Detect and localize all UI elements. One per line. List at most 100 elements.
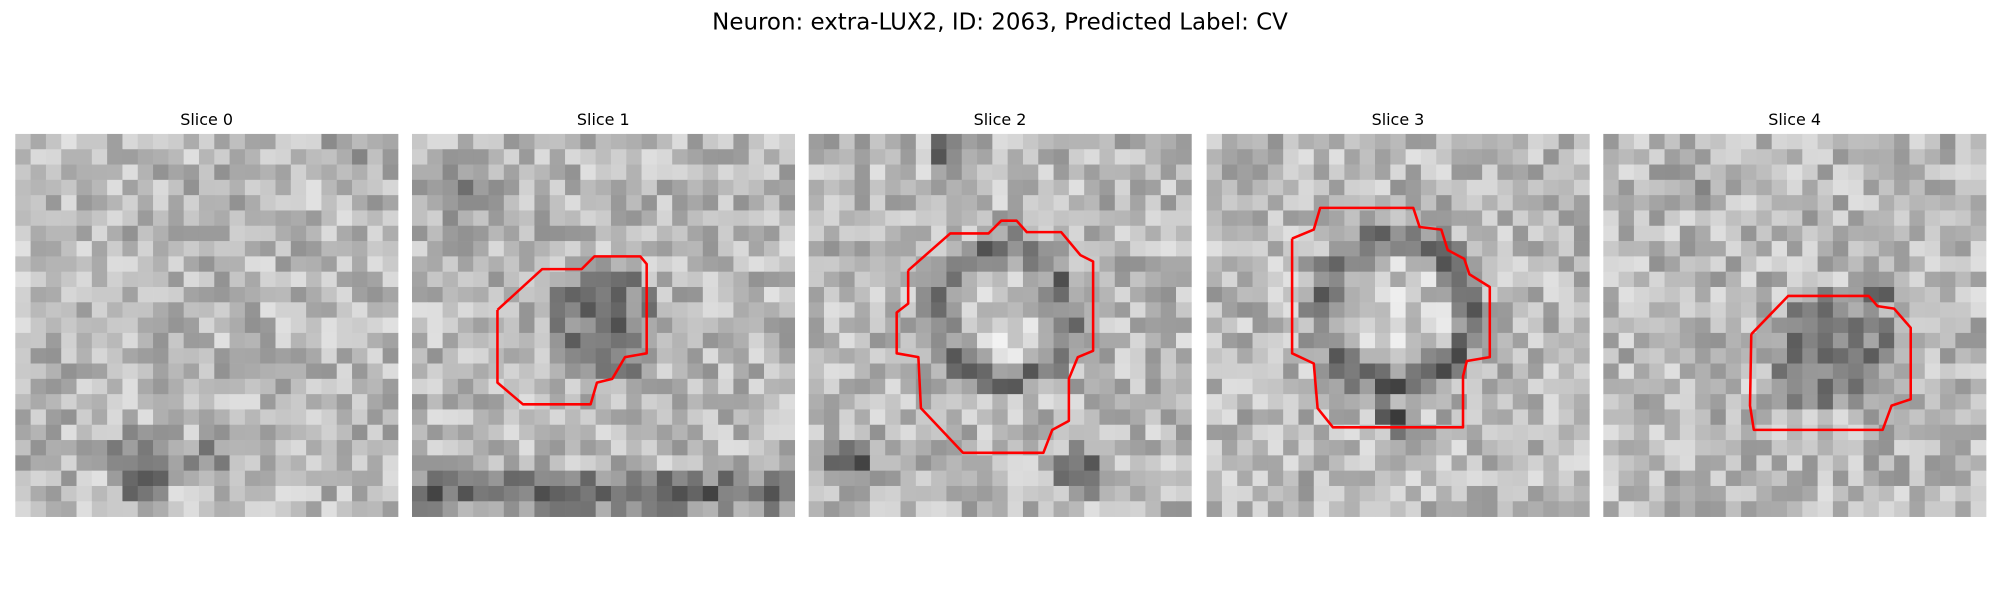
pixel <box>748 256 765 273</box>
pixel <box>15 332 31 349</box>
pixel <box>122 348 139 364</box>
pixel <box>244 256 261 273</box>
pixel <box>488 470 505 487</box>
pixel <box>733 424 750 441</box>
pixel <box>1497 302 1514 318</box>
pixel <box>580 378 597 395</box>
pixel <box>626 164 642 181</box>
pixel <box>1099 225 1116 242</box>
pixel <box>977 409 993 426</box>
pixel <box>183 394 200 410</box>
pixel <box>748 332 765 349</box>
pixel <box>1405 394 1422 410</box>
pixel <box>91 256 108 273</box>
pixel <box>1329 455 1345 472</box>
pixel <box>1725 179 1742 196</box>
pixel <box>1848 225 1864 242</box>
pixel <box>1878 348 1895 364</box>
pixel <box>321 501 338 517</box>
pixel <box>900 332 917 349</box>
pixel <box>1038 317 1054 334</box>
pixel <box>1603 256 1620 273</box>
pixel <box>1099 424 1116 441</box>
pixel <box>961 286 978 303</box>
contours <box>496 206 1912 455</box>
pixel <box>1114 470 1131 487</box>
pixel <box>183 164 200 181</box>
pixel <box>45 241 62 257</box>
pixel <box>275 378 292 395</box>
pixel <box>702 256 719 273</box>
pixel <box>1451 225 1468 242</box>
contour <box>496 255 648 406</box>
pixel <box>1817 501 1834 517</box>
pixel <box>1298 501 1315 517</box>
pixel <box>854 302 871 318</box>
pixel <box>198 332 215 349</box>
pixel <box>1679 470 1696 487</box>
pixel <box>1359 210 1376 227</box>
pixel <box>1512 317 1529 334</box>
pixel <box>1160 470 1177 487</box>
pixel <box>808 149 825 165</box>
pixel <box>641 164 658 181</box>
pixel <box>900 409 917 426</box>
pixel <box>1970 440 1987 456</box>
pixel <box>153 485 169 502</box>
pixel <box>1022 378 1039 395</box>
pixel <box>306 485 322 502</box>
pixel <box>946 241 963 257</box>
pixel <box>1909 241 1926 257</box>
pixel <box>1022 409 1039 426</box>
pixel <box>931 179 947 196</box>
pixel <box>1924 286 1941 303</box>
pixel <box>214 348 230 364</box>
pixel <box>779 409 796 426</box>
pixel <box>915 424 932 441</box>
pixel <box>488 485 505 502</box>
pixel <box>290 179 307 196</box>
pixel <box>1603 470 1620 487</box>
pixel <box>869 440 886 456</box>
pixel <box>76 363 93 380</box>
pixel <box>290 225 307 242</box>
pixel <box>610 256 627 273</box>
pixel <box>306 256 322 273</box>
pixel <box>76 440 93 456</box>
pixel <box>1084 409 1100 426</box>
pixel <box>411 133 428 150</box>
pixel <box>1710 133 1727 150</box>
pixel <box>534 195 551 211</box>
pixel <box>1160 133 1177 150</box>
pixel <box>1298 455 1315 472</box>
pixel <box>1512 501 1529 517</box>
pixel <box>1420 424 1437 441</box>
pixel <box>1543 256 1560 273</box>
pixel <box>1894 133 1910 150</box>
pixel <box>1817 317 1834 334</box>
pixel <box>1130 271 1146 288</box>
pixel <box>718 378 734 395</box>
pixel <box>1482 133 1498 150</box>
pixel <box>1802 394 1818 410</box>
pixel <box>1313 286 1330 303</box>
pixel <box>122 470 139 487</box>
pixel <box>1482 455 1498 472</box>
pixel <box>442 286 459 303</box>
pixel <box>702 286 719 303</box>
pixel <box>1176 302 1192 318</box>
pixel <box>519 348 535 364</box>
pixel <box>336 363 353 380</box>
pixel <box>549 149 566 165</box>
pixel <box>687 394 704 410</box>
pixel <box>580 424 597 441</box>
pixel <box>427 179 443 196</box>
pixel <box>595 485 612 502</box>
pixel <box>198 485 215 502</box>
pixel <box>367 133 384 150</box>
pixel <box>1022 332 1039 349</box>
pixel <box>352 332 368 349</box>
pixel <box>1206 394 1223 410</box>
pixel <box>1497 501 1514 517</box>
pixel <box>1603 271 1620 288</box>
